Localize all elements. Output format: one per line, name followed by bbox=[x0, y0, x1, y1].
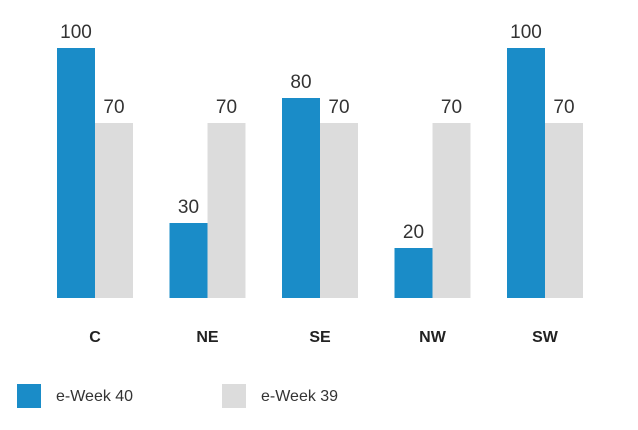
value-label-nw-series-2: 70 bbox=[441, 97, 462, 118]
value-label-sw-series-1: 100 bbox=[510, 22, 542, 43]
value-label-ne-series-1: 30 bbox=[178, 197, 199, 218]
bar-nw-series-2 bbox=[432, 123, 471, 298]
category-label-sw: SW bbox=[532, 329, 559, 346]
value-label-se-series-1: 80 bbox=[290, 72, 311, 93]
category-labels-group: C NE SE NW SW bbox=[89, 329, 559, 346]
legend-swatch-series-1 bbox=[17, 384, 41, 408]
bar-nw-series-1 bbox=[394, 248, 433, 298]
value-label-se-series-2: 70 bbox=[328, 97, 349, 118]
value-label-c-series-2: 70 bbox=[103, 97, 124, 118]
legend-label-series-2: e-Week 39 bbox=[261, 388, 338, 405]
bar-se-series-2 bbox=[320, 123, 358, 298]
value-label-c-series-1: 100 bbox=[60, 22, 92, 43]
legend-swatch-series-2 bbox=[222, 384, 246, 408]
category-label-c: C bbox=[89, 329, 101, 346]
bar-ne-series-1 bbox=[169, 223, 208, 298]
legend: e-Week 40 e-Week 39 bbox=[17, 384, 338, 408]
bar-c-series-1 bbox=[57, 48, 95, 298]
category-label-se: SE bbox=[309, 329, 331, 346]
category-label-ne: NE bbox=[196, 329, 219, 346]
value-labels-group: 100 70 30 70 80 70 20 70 100 70 bbox=[60, 22, 574, 243]
value-label-sw-series-2: 70 bbox=[553, 97, 574, 118]
bar-se-series-1 bbox=[282, 98, 320, 298]
value-label-ne-series-2: 70 bbox=[216, 97, 237, 118]
bar-ne-series-2 bbox=[207, 123, 246, 298]
category-label-nw: NW bbox=[419, 329, 447, 346]
bar-sw-series-1 bbox=[507, 48, 545, 298]
value-label-nw-series-1: 20 bbox=[403, 222, 424, 243]
bar-c-series-2 bbox=[95, 123, 133, 298]
bars-group bbox=[57, 48, 583, 298]
legend-label-series-1: e-Week 40 bbox=[56, 388, 133, 405]
bar-sw-series-2 bbox=[545, 123, 583, 298]
